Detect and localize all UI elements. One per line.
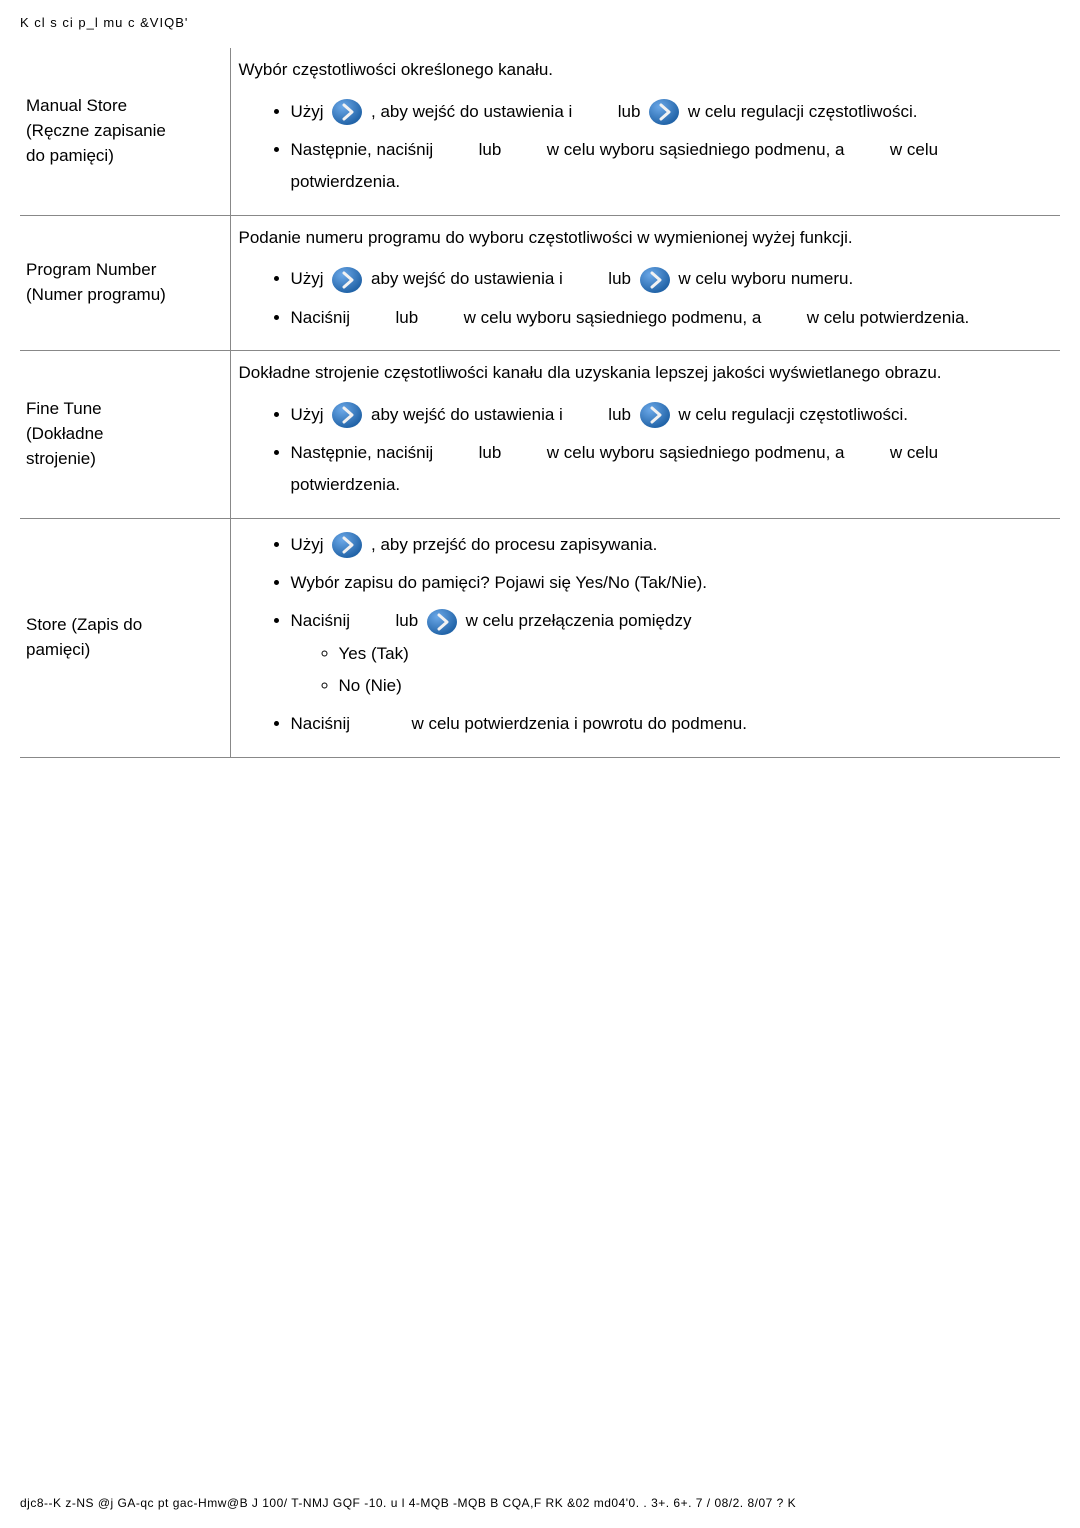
inner-item: No (Nie) <box>339 670 1043 702</box>
settings-table: Manual Store(Ręczne zapisaniedo pamięci)… <box>20 48 1060 758</box>
page-footer: djc8--K z-NS @j GA-qc pt gac-Hmw@B J 100… <box>20 1496 796 1510</box>
list-item: Naciśnij lub w celu wyboru sąsiedniego p… <box>291 302 1043 334</box>
nav-icon <box>330 530 364 560</box>
outer-list: Użyj , aby wejść do ustawienia i lub w c… <box>239 96 1053 199</box>
row-intro: Wybór częstotliwości określonego kanału. <box>239 58 1053 82</box>
outer-list: Użyj aby wejść do ustawienia i lub w cel… <box>239 399 1053 502</box>
inner-item: Yes (Tak) <box>339 638 1043 670</box>
page-header: K cl s ci p_l mu c &VIQB' <box>20 15 1060 30</box>
list-item: Wybór zapisu do pamięci? Pojawi się Yes/… <box>291 567 1043 599</box>
nav-icon <box>330 265 364 295</box>
table-row: Fine Tune(Dokładnestrojenie) Dokładne str… <box>20 351 1060 519</box>
nav-icon <box>425 607 459 637</box>
row-content: Wybór częstotliwości określonego kanału.… <box>230 48 1060 215</box>
row-label: Manual Store(Ręczne zapisaniedo pamięci) <box>20 48 230 215</box>
row-label: Program Number(Numer programu) <box>20 215 230 350</box>
nav-icon <box>638 265 672 295</box>
table-row: Store (Zapis dopamięci) Użyj , aby przejś… <box>20 518 1060 757</box>
list-item: Użyj , aby przejść do procesu zapisywani… <box>291 529 1043 561</box>
outer-list: Użyj , aby przejść do procesu zapisywani… <box>239 529 1053 741</box>
outer-list: Użyj aby wejść do ustawienia i lub w cel… <box>239 263 1053 334</box>
list-item: Następnie, naciśnij lub w celu wyboru są… <box>291 134 1043 199</box>
list-item: Następnie, naciśnij lub w celu wyboru są… <box>291 437 1043 502</box>
table-row: Program Number(Numer programu) Podanie nu… <box>20 215 1060 350</box>
list-item: Użyj aby wejść do ustawienia i lub w cel… <box>291 399 1043 431</box>
inner-list: Yes (Tak)No (Nie) <box>291 638 1043 703</box>
list-item: Naciśnij w celu potwierdzenia i powrotu … <box>291 708 1043 740</box>
nav-icon <box>647 97 681 127</box>
table-row: Manual Store(Ręczne zapisaniedo pamięci)… <box>20 48 1060 215</box>
row-intro: Podanie numeru programu do wyboru często… <box>239 226 1053 250</box>
row-content: Podanie numeru programu do wyboru często… <box>230 215 1060 350</box>
row-label: Fine Tune(Dokładnestrojenie) <box>20 351 230 519</box>
list-item: Naciśnij lub w celu przełączenia pomiędz… <box>291 605 1043 702</box>
nav-icon <box>638 400 672 430</box>
list-item: Użyj , aby wejść do ustawienia i lub w c… <box>291 96 1043 128</box>
row-content: Użyj , aby przejść do procesu zapisywani… <box>230 518 1060 757</box>
row-label: Store (Zapis dopamięci) <box>20 518 230 757</box>
row-intro: Dokładne strojenie częstotliwości kanału… <box>239 361 1053 385</box>
row-content: Dokładne strojenie częstotliwości kanału… <box>230 351 1060 519</box>
list-item: Użyj aby wejść do ustawienia i lub w cel… <box>291 263 1043 295</box>
nav-icon <box>330 400 364 430</box>
nav-icon <box>330 97 364 127</box>
